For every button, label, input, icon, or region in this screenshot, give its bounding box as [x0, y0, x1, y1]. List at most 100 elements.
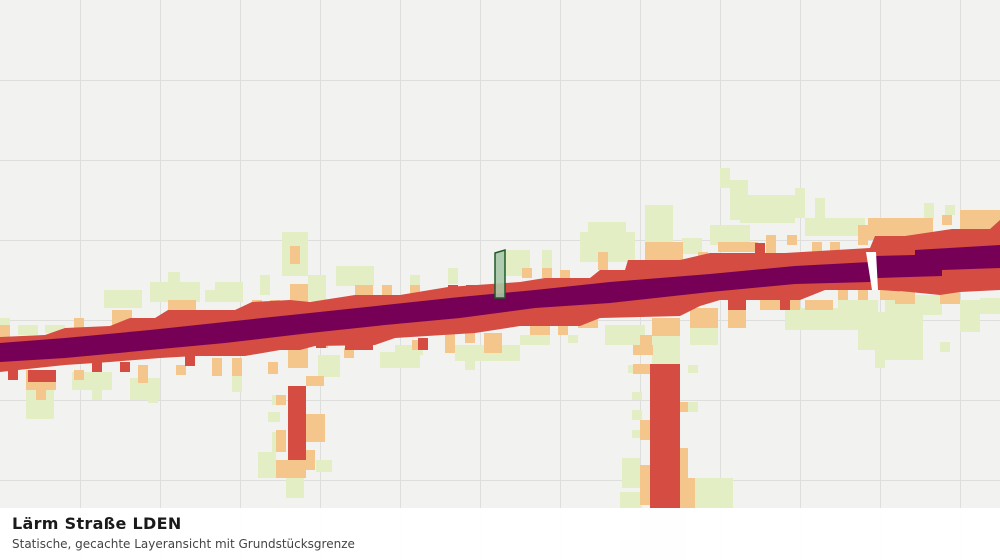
noise-cell: [0, 245, 1000, 362]
noise-zone-low: [0, 168, 1000, 508]
noise-cell: [766, 235, 776, 253]
noise-cell: [542, 268, 552, 278]
noise-cell: [74, 370, 84, 380]
noise-cell: [720, 168, 730, 188]
noise-cell: [812, 242, 822, 252]
noise-cell: [522, 268, 532, 278]
noise-cell: [268, 412, 280, 422]
noise-cell: [520, 335, 550, 345]
noise-cell: [940, 342, 950, 352]
noise-cell: [885, 295, 923, 360]
noise-cell: [640, 465, 650, 505]
parcel-boundary[interactable]: [494, 248, 506, 299]
noise-cell: [185, 356, 195, 366]
noise-cell: [542, 250, 552, 268]
noise-cell: [138, 365, 148, 383]
noise-cell: [960, 210, 1000, 230]
noise-cell: [120, 362, 130, 372]
noise-cell: [305, 414, 325, 442]
noise-cell: [632, 392, 642, 400]
noise-cell: [598, 252, 608, 270]
noise-cell: [306, 376, 324, 386]
noise-cell: [632, 410, 642, 420]
noise-cell: [305, 450, 315, 470]
noise-cell: [755, 243, 765, 255]
noise-cell: [0, 325, 10, 343]
noise-cell: [344, 348, 354, 358]
noise-cell: [28, 370, 56, 382]
noise-cell: [92, 362, 102, 372]
noise-cell: [780, 298, 790, 310]
noise-cell: [830, 242, 840, 252]
noise-cell: [150, 282, 200, 302]
noise-cell: [316, 338, 326, 348]
noise-cell: [922, 295, 942, 315]
noise-cell: [640, 420, 650, 440]
layer-title: Lärm Straße LDEN: [12, 514, 182, 533]
noise-cell: [858, 312, 888, 350]
noise-cell: [645, 205, 673, 245]
noise-cell: [710, 225, 750, 245]
noise-cell: [484, 333, 502, 353]
noise-cell: [74, 318, 84, 328]
noise-cell: [795, 188, 805, 218]
noise-cell: [682, 238, 702, 254]
noise-cell: [290, 246, 300, 264]
noise-cell: [815, 198, 825, 218]
noise-cell: [104, 290, 142, 308]
noise-cell: [605, 325, 645, 345]
noise-cell: [268, 362, 278, 374]
noise-cell: [212, 358, 222, 376]
noise-cell: [652, 336, 680, 364]
noise-cell: [942, 215, 952, 225]
noise-cell: [308, 275, 326, 301]
noise-cell: [410, 285, 420, 295]
noise-cell: [36, 390, 46, 400]
noise-cell: [288, 386, 306, 460]
noise-cell: [980, 298, 1000, 314]
noise-cell: [232, 358, 242, 376]
noise-cell: [650, 364, 680, 510]
noise-cell: [168, 272, 180, 284]
noise-cell: [680, 448, 688, 478]
noise-cell: [345, 338, 373, 350]
noise-cell: [318, 355, 340, 377]
legend-panel: Lärm Straße LDEN Statische, gecachte Lay…: [0, 508, 1000, 560]
noise-cell: [838, 290, 848, 300]
noise-cell: [176, 365, 186, 375]
noise-cell: [695, 478, 733, 508]
noise-cell: [640, 335, 652, 345]
noise-cell: [688, 365, 698, 373]
noise-cell: [858, 225, 868, 245]
noise-cell: [588, 222, 626, 234]
noise-cell: [632, 430, 642, 438]
noise-cell: [466, 285, 476, 295]
noise-cell: [215, 282, 243, 292]
noise-cell: [558, 325, 568, 335]
noise-cell: [260, 275, 270, 295]
noise-cell: [924, 203, 934, 219]
noise-cell: [787, 235, 797, 245]
noise-cell: [633, 345, 653, 355]
noise-cell: [380, 352, 420, 368]
noise-cell: [688, 402, 698, 412]
noise-cell: [445, 333, 455, 353]
noise-cell: [568, 335, 578, 343]
noise-cell: [258, 452, 276, 478]
noise-cell: [895, 292, 915, 304]
noise-cell: [410, 275, 420, 285]
noise-cell: [286, 478, 304, 498]
noise-cell: [316, 460, 332, 472]
noise-cell: [620, 492, 642, 508]
noise-cell: [355, 285, 373, 295]
noise-cell: [652, 318, 680, 336]
noise-cell: [858, 290, 868, 300]
noise-cell: [728, 308, 746, 328]
noise-cell: [92, 390, 102, 400]
noise-cell: [875, 348, 885, 368]
noise-cell: [645, 242, 683, 262]
noise-cell: [690, 308, 718, 328]
noise-cell: [148, 395, 158, 403]
